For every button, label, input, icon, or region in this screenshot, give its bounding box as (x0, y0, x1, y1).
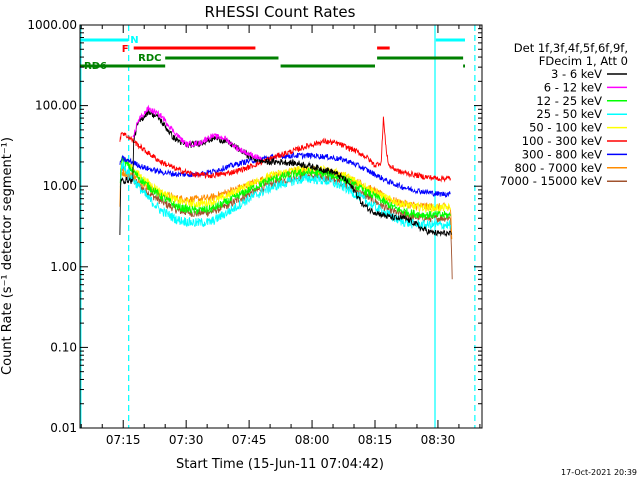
y-tick-label-4: 100.00 (35, 99, 77, 113)
legend-label-5: 100 - 300 keV (522, 134, 602, 148)
x-axis-label: Start Time (15-Jun-11 07:04:42) (176, 457, 384, 472)
y-axis-label: Count Rate (s⁻¹ detector segment⁻¹) (0, 137, 15, 375)
legend-label-1: 6 - 12 keV (544, 80, 602, 94)
plot-frame (79, 24, 483, 429)
x-tick-label-4: 08:15 (358, 433, 393, 447)
x-tick-label-5: 08:30 (421, 433, 456, 447)
x-tick-label-3: 08:00 (295, 433, 330, 447)
y-tick-label-1: 0.10 (50, 340, 77, 354)
series-line-12-25keV (119, 156, 451, 219)
legend-label-6: 300 - 800 keV (522, 147, 602, 161)
axes: 0.01 0.10 1.00 10.00 100.00 1000.00 07:15 07:30… (27, 18, 483, 447)
y-tick-label-5: 1000.00 (27, 18, 77, 32)
state-bar-label-4: RDC (138, 53, 161, 64)
legend-label-7: 800 - 7000 keV (514, 161, 602, 175)
legend-header-1: FDecim 1, Att 0 (539, 54, 628, 68)
state-bar-label-0: N (130, 35, 138, 46)
state-bars: NF RDC RD6 (80, 35, 465, 72)
x-tick-label-2: 07:45 (232, 433, 267, 447)
chart-title: RHESSI Count Rates (205, 3, 356, 21)
legend-label-4: 50 - 100 keV (529, 121, 602, 135)
plot-area (80, 25, 482, 428)
legend-header-0: Det 1f,3f,4f,5f,6f,9f, (514, 41, 628, 55)
legend-label-0: 3 - 6 keV (551, 67, 602, 81)
state-bar-label-2: F (122, 44, 129, 55)
state-bar-label-6: RD6 (84, 61, 107, 72)
timestamp: 17-Oct-2021 20:39 (561, 468, 637, 477)
y-tick-label-2: 1.00 (50, 260, 77, 274)
series-line-50-100keV (119, 156, 451, 214)
series-line-3-6keV (119, 108, 452, 237)
y-tick-label-0: 0.01 (50, 421, 77, 435)
data-series (119, 104, 453, 280)
plot-background (80, 25, 482, 428)
series-line-6-12keV (132, 104, 263, 160)
x-tick-label-1: 07:30 (169, 433, 204, 447)
legend-label-2: 12 - 25 keV (536, 94, 602, 108)
legend-label-3: 25 - 50 keV (536, 107, 602, 121)
y-tick-label-3: 10.00 (43, 179, 77, 193)
series-line-100-300keV (119, 116, 451, 183)
series-line-300-800keV (119, 151, 451, 199)
legend: Det 1f,3f,4f,5f,6f,9f,FDecim 1, Att 03 -… (500, 41, 628, 188)
legend-label-8: 7000 - 15000 keV (500, 174, 602, 188)
x-tick-label-0: 07:15 (106, 433, 141, 447)
